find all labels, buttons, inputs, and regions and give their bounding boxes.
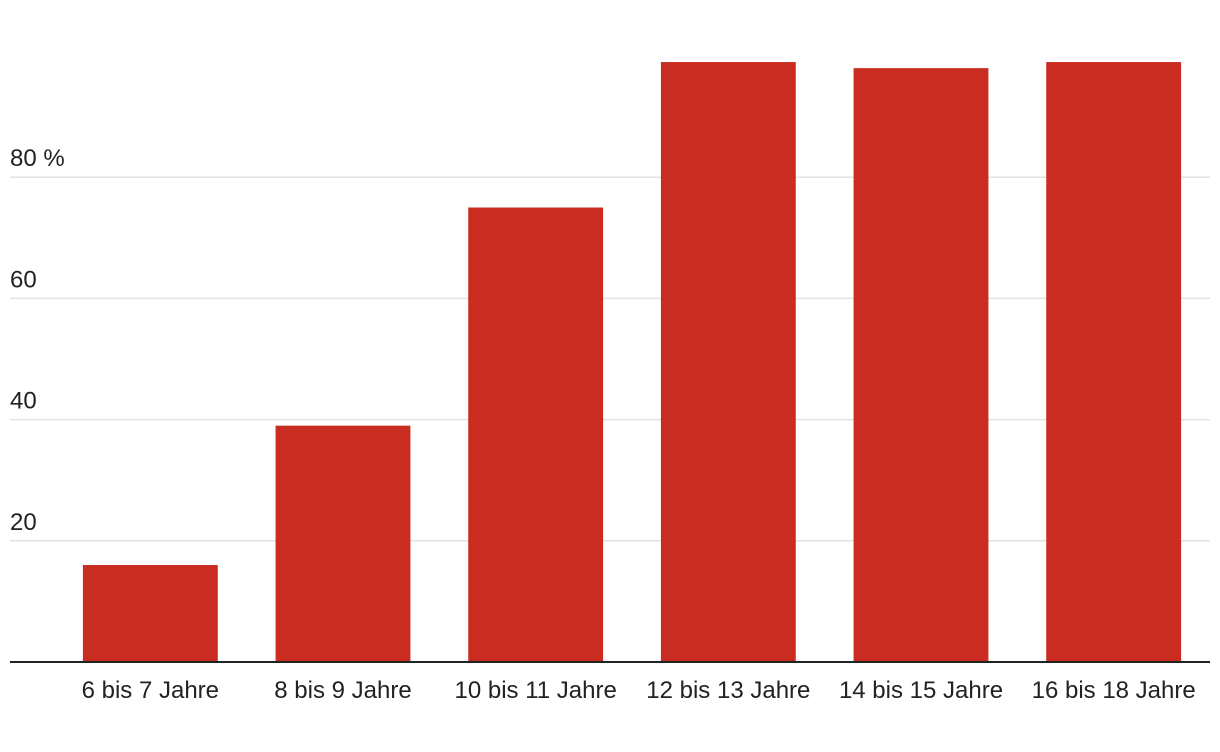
x-tick-label: 14 bis 15 Jahre — [839, 677, 1003, 704]
bar — [275, 425, 411, 662]
y-tick-label: 40 — [10, 388, 37, 415]
bar — [82, 565, 218, 662]
x-tick-label: 16 bis 18 Jahre — [1032, 677, 1196, 704]
y-tick-label: 60 — [10, 266, 37, 293]
x-tick-label: 8 bis 9 Jahre — [274, 677, 411, 704]
x-tick-label: 12 bis 13 Jahre — [646, 677, 810, 704]
y-tick-label: 80 % — [10, 145, 65, 172]
y-tick-label: 20 — [10, 509, 37, 536]
bar — [468, 207, 604, 662]
bar — [853, 68, 989, 663]
x-tick-label: 6 bis 7 Jahre — [82, 677, 219, 704]
bar — [660, 62, 796, 663]
x-tick-label: 10 bis 11 Jahre — [455, 677, 617, 704]
bar — [1046, 62, 1182, 663]
